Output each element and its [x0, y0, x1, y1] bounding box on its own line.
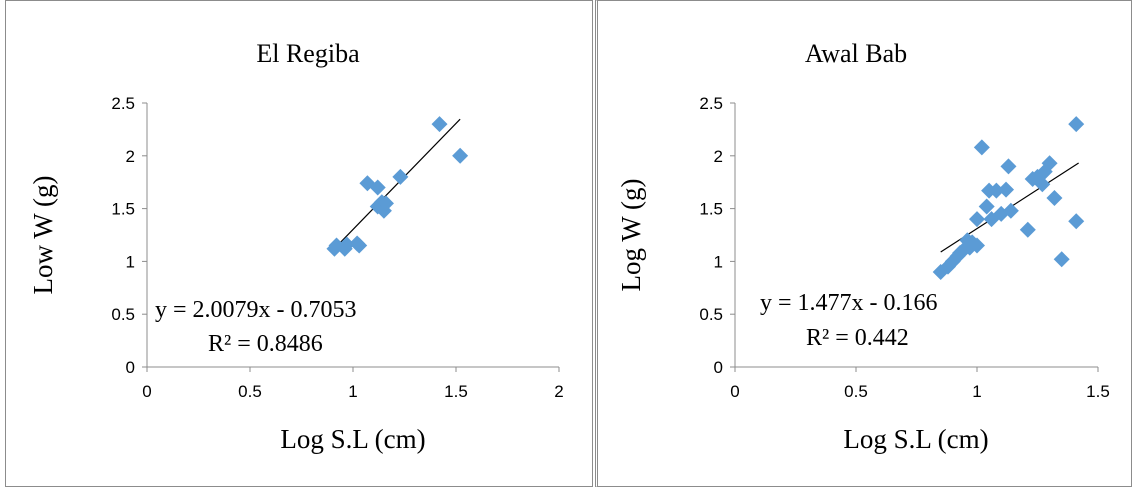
chart-panel-el-regiba	[5, 0, 593, 487]
x-tick-label: 2	[554, 382, 563, 401]
x-tick-label: 0.5	[844, 382, 868, 401]
data-point	[1002, 202, 1019, 219]
x-tick-label: 0.5	[238, 382, 262, 401]
data-point	[377, 195, 394, 212]
chart-title-left: El Regiba	[256, 39, 360, 68]
data-point	[431, 116, 448, 133]
data-point	[1053, 251, 1070, 268]
y-axis-title-right: Log W (g)	[616, 179, 646, 292]
x-axis-title-left: Log S.L (cm)	[280, 424, 425, 454]
y-tick-label: 0.5	[699, 305, 723, 324]
data-point	[1000, 158, 1017, 175]
data-point	[988, 182, 1005, 199]
plot-area-left: 0 0.5 1 1.5 2 2.5 0 0.5 1 1.5 2	[111, 94, 563, 401]
data-point	[1034, 176, 1051, 193]
data-point	[973, 139, 990, 156]
trend-r2-left: R² = 0.8486	[208, 331, 323, 357]
trend-equation-left: y = 2.0079x - 0.7053	[155, 297, 357, 323]
data-point	[969, 237, 985, 254]
chart-title-right: Awal Bab	[805, 39, 907, 68]
y-tick-label: 2	[126, 147, 135, 166]
y-tick-label: 1.5	[111, 200, 135, 219]
data-point	[1068, 116, 1085, 133]
x-tick-label: 1.5	[1086, 382, 1110, 401]
y-tick-label: 1	[714, 252, 723, 271]
plot-area-right: 0 0.5 1 1.5 2 2.5 0 0.5 1 1.5	[699, 94, 1109, 401]
data-point	[369, 179, 386, 196]
data-point	[338, 236, 355, 253]
y-tick-label: 2.5	[111, 94, 135, 113]
data-point	[351, 237, 368, 254]
y-tick-label: 2	[714, 147, 723, 166]
x-tick-label: 1	[972, 382, 981, 401]
y-axis-title-left: Low W (g)	[28, 176, 58, 295]
data-point	[452, 147, 469, 164]
x-tick-label: 1.5	[444, 382, 468, 401]
data-point	[1019, 221, 1036, 238]
x-tick-label: 0	[142, 382, 151, 401]
y-tick-label: 1	[126, 252, 135, 271]
data-point	[998, 181, 1015, 198]
chart-panel-awal-bab	[595, 0, 1132, 487]
trendline-left	[331, 118, 461, 252]
data-point	[1068, 213, 1085, 230]
y-tick-label: 1.5	[699, 200, 723, 219]
y-tick-label: 0	[714, 358, 723, 377]
y-tick-label: 2.5	[699, 94, 723, 113]
y-tick-label: 0.5	[111, 305, 135, 324]
data-point	[978, 198, 995, 215]
data-point	[1046, 190, 1063, 207]
data-point	[969, 211, 985, 228]
x-axis-title-right: Log S.L (cm)	[843, 424, 988, 454]
data-point	[1041, 155, 1058, 172]
x-tick-label: 0	[730, 382, 739, 401]
trend-equation-right: y = 1.477x - 0.166	[760, 290, 938, 316]
data-point	[392, 168, 409, 185]
y-tick-label: 0	[126, 358, 135, 377]
x-tick-label: 1	[348, 382, 357, 401]
trend-r2-right: R² = 0.442	[806, 325, 909, 351]
